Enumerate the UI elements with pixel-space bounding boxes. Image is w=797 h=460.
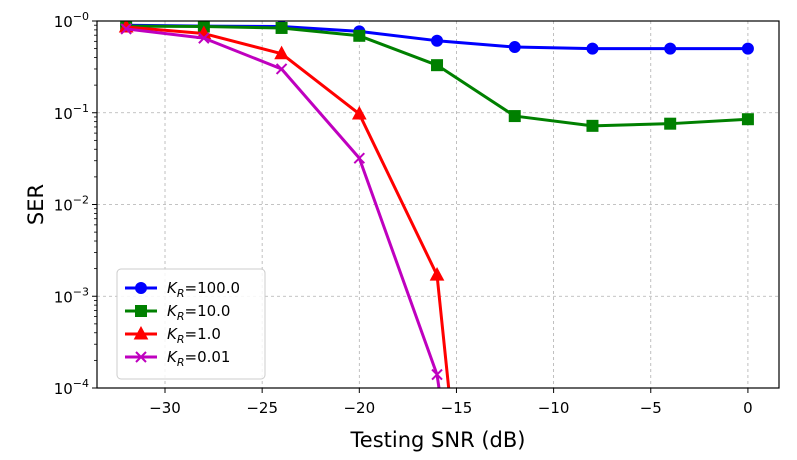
legend-entry: KR=0.01	[125, 348, 230, 369]
x-axis-title: Testing SNR (dB)	[350, 428, 526, 452]
y-tick-label-base: 10	[54, 105, 73, 123]
legend-label-subscript: R	[177, 310, 185, 323]
y-tick-label-exponent: −1	[73, 102, 89, 115]
legend-label-value: =0.01	[185, 348, 231, 366]
legend-label-value: =1.0	[185, 325, 221, 343]
legend-label: KR=1.0	[167, 325, 221, 346]
legend-label-value: =100.0	[185, 279, 241, 297]
data-point	[586, 42, 599, 55]
legend-entry: KR=1.0	[125, 325, 221, 346]
x-tick-label: −15	[441, 399, 473, 417]
legend-entry: KR=10.0	[125, 302, 230, 323]
data-point	[431, 34, 444, 47]
x-marker-stroke	[198, 32, 210, 44]
series-line	[126, 25, 451, 388]
legend-label-subscript: R	[177, 287, 185, 300]
legend-entry: KR=100.0	[125, 279, 240, 300]
x-marker-stroke	[120, 23, 132, 35]
data-point	[586, 119, 599, 132]
legend-marker	[135, 351, 147, 363]
grid	[97, 21, 779, 388]
ticks: −30 −25 −20 −15 −10 −5 010−410−310−210−110−0	[54, 10, 753, 417]
legend-label: KR=0.01	[167, 348, 230, 369]
y-tick-label: 10−2	[54, 194, 89, 215]
x-tick-label: −20	[343, 399, 375, 417]
x-tick-label: −5	[640, 399, 662, 417]
x-marker-stroke	[431, 368, 443, 381]
y-tick-label: 10−3	[54, 285, 89, 306]
x-tick-label: 0	[743, 399, 753, 417]
y-tick-label: 10−0	[54, 10, 89, 31]
data-point	[275, 63, 288, 75]
series-line	[125, 27, 441, 388]
y-axis-title: SER	[24, 184, 48, 225]
y-tick-label-exponent: −4	[73, 377, 89, 390]
data-point	[431, 59, 444, 72]
legend-label: KR=100.0	[167, 279, 240, 300]
data-point	[353, 29, 366, 42]
x-tick-label: −30	[149, 399, 181, 417]
legend-marker	[133, 325, 149, 340]
y-tick-label-base: 10	[54, 288, 73, 306]
data-point	[120, 23, 132, 35]
legend-box	[116, 268, 266, 380]
legend-label-symbol: K	[167, 279, 178, 297]
legend-label-symbol: K	[167, 348, 178, 366]
data-point	[429, 267, 445, 281]
data-point	[664, 42, 677, 55]
legend: KR=100.0KR=10.0KR=1.0KR=0.01	[116, 268, 266, 380]
x-marker-stroke	[135, 351, 147, 363]
data-point	[275, 21, 288, 34]
data-point	[198, 32, 210, 44]
data-point	[508, 41, 521, 54]
y-tick-label-exponent: −3	[73, 285, 89, 298]
legend-label-symbol: K	[167, 302, 178, 320]
legend-label-value: =10.0	[185, 302, 231, 320]
data-point	[431, 368, 443, 381]
data-point	[508, 110, 521, 123]
y-tick-label-base: 10	[54, 380, 73, 398]
legend-label-symbol: K	[167, 325, 178, 343]
legend-label-subscript: R	[177, 333, 185, 346]
data-point	[274, 45, 289, 60]
legend-marker	[135, 282, 147, 294]
data-point	[351, 105, 367, 120]
y-tick-label-base: 10	[54, 13, 73, 31]
y-tick-label-exponent: −0	[73, 10, 89, 23]
data-point	[353, 152, 366, 164]
y-tick-label: 10−1	[54, 102, 89, 123]
y-tick-label: 10−4	[54, 377, 89, 398]
legend-label-subscript: R	[177, 356, 185, 369]
data-point	[664, 117, 677, 130]
data-point	[741, 113, 754, 126]
legend-label: KR=10.0	[167, 302, 230, 323]
x-marker-stroke	[275, 63, 288, 75]
data-point	[741, 42, 754, 55]
series-layer	[118, 21, 754, 388]
x-marker-stroke	[353, 152, 366, 164]
series-3	[120, 23, 443, 388]
x-tick-label: −10	[538, 399, 570, 417]
y-tick-label-exponent: −2	[73, 194, 89, 207]
x-tick-label: −25	[246, 399, 278, 417]
legend-marker	[135, 305, 147, 317]
y-tick-label-base: 10	[54, 197, 73, 215]
